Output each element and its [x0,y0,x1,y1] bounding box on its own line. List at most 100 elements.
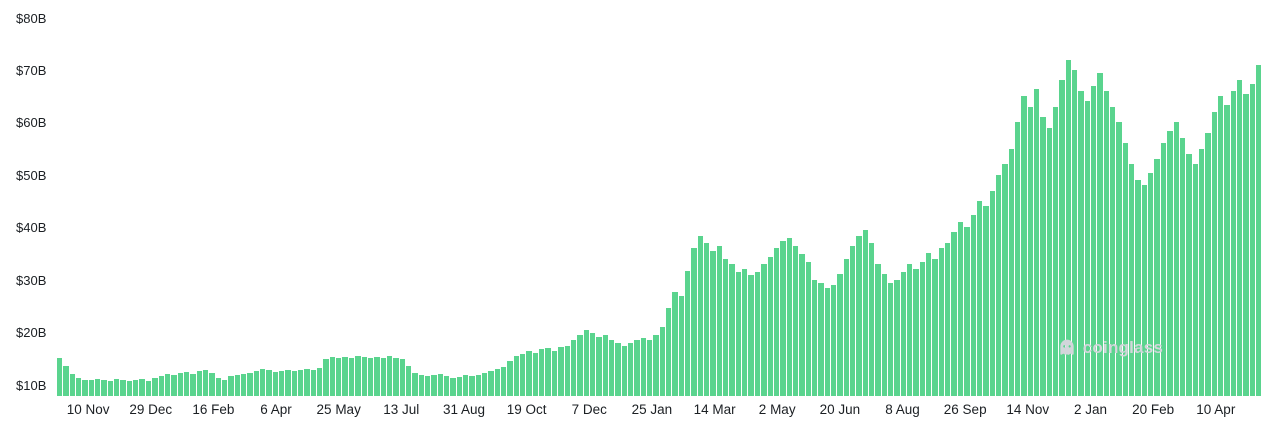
bar [957,221,964,396]
bar [456,376,462,396]
bar [780,240,786,396]
bar [735,272,742,396]
bar [348,357,355,396]
bar [133,380,139,396]
bar [869,243,875,396]
y-axis-label: $20B [16,325,47,341]
x-axis-label: 10 Apr [1196,402,1236,417]
bar [564,345,570,396]
bar [685,271,691,396]
bar [304,369,310,396]
bar [856,235,862,396]
bar [247,372,253,396]
bar [1059,80,1065,396]
bar [583,329,589,396]
bar [240,374,247,396]
x-axis-label: 20 Jun [819,402,861,417]
bar [742,269,748,396]
bar [393,358,399,396]
bar [450,377,456,396]
x-axis-label: 20 Feb [1132,402,1175,417]
bar [63,365,69,396]
bar [291,371,298,396]
bar [443,376,450,396]
x-axis-label: 6 Apr [260,402,292,417]
bar [704,242,710,396]
x-axis-label: 8 Aug [885,402,920,417]
bar [596,337,602,396]
bar [1179,138,1186,396]
bar [881,274,888,396]
bar [995,174,1002,396]
bar [1008,148,1014,396]
x-axis-label: 19 Oct [506,402,547,417]
bar [323,358,329,396]
bar [1135,180,1141,396]
bar [907,263,913,396]
bar [608,340,615,396]
bar [888,282,894,396]
bar [507,361,513,396]
bar [989,190,995,396]
bar [1205,132,1211,396]
bar [120,380,126,396]
y-axis-label: $10B [16,377,47,393]
bar [1110,106,1116,396]
bar [380,357,386,396]
bar [1097,73,1103,396]
bar [513,356,520,396]
bar [589,332,596,396]
bar [88,380,95,396]
bar [1211,111,1217,396]
bar [862,230,868,396]
bar [577,335,583,396]
bar [107,380,114,396]
bar [158,375,164,396]
bar [1167,130,1173,396]
bar [374,356,380,396]
bar [983,206,989,396]
bar [634,340,640,396]
bar [101,379,107,396]
bar [545,348,551,396]
bar [399,359,405,396]
bar [520,353,526,396]
bar [1243,94,1249,396]
bar [310,369,317,396]
bar [482,372,488,396]
bar [811,279,818,396]
bar [171,375,177,396]
bar [272,371,279,396]
bar [875,263,881,396]
bar [558,347,564,396]
bar [976,201,983,396]
bar [209,372,215,396]
bar [183,371,190,396]
bar [653,335,659,396]
x-axis-label: 2 May [758,402,796,417]
bar [202,369,209,396]
bar [748,274,754,396]
bar [754,272,761,396]
bar [1160,143,1167,396]
bar [266,370,272,396]
bar [431,374,437,396]
bar [672,292,678,396]
bar [57,358,63,396]
bar [1021,96,1027,396]
bar [767,256,773,396]
bar [964,227,970,396]
x-axis-label: 31 Aug [442,402,486,417]
bar [196,370,202,396]
chart-plot-area[interactable] [57,8,1263,396]
bar [386,356,393,396]
bar [551,350,558,396]
bar [830,284,837,396]
bar [539,349,545,396]
bar [900,272,907,396]
x-axis-label: 25 May [316,402,361,417]
bar [697,235,704,396]
bar [164,373,171,396]
bar [640,337,646,396]
bar [260,368,266,396]
